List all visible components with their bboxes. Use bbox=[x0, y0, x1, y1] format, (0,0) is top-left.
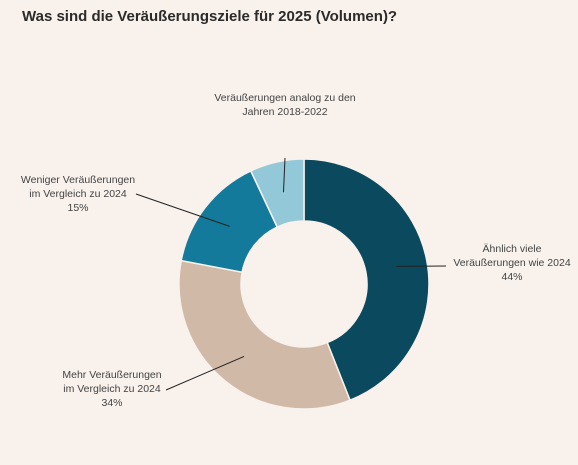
slice-label: Veräußerungen analog zu den Jahren 2018-2… bbox=[214, 92, 355, 118]
donut-slice bbox=[178, 259, 351, 410]
chart-title: Was sind die Veräußerungsziele für 2025 … bbox=[22, 8, 398, 25]
slice-label: Weniger Veräußerungen im Vergleich zu 202… bbox=[21, 174, 135, 214]
slice-label: Mehr Veräußerungen im Vergleich zu 2024 34… bbox=[62, 369, 161, 409]
leader-line bbox=[282, 157, 286, 193]
leader-line bbox=[165, 355, 245, 391]
donut-slice bbox=[303, 158, 430, 402]
donut-slice bbox=[249, 158, 305, 228]
slice-label: Ähnlich viele Veräußerungen wie 2024 44% bbox=[453, 243, 570, 283]
leader-line bbox=[135, 193, 230, 227]
